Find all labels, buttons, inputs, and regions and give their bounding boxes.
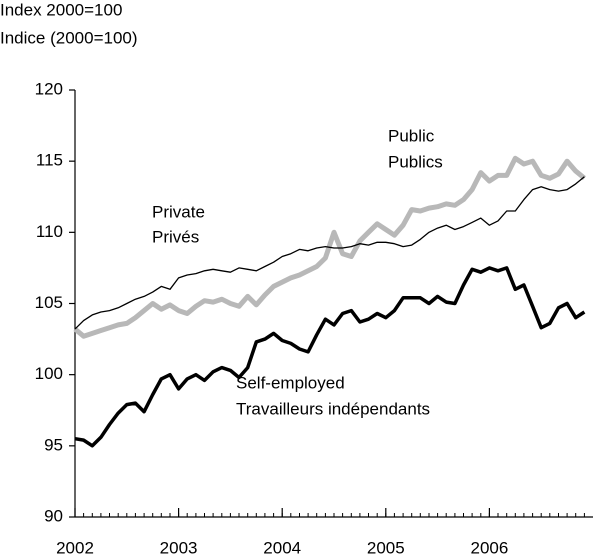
series-line bbox=[73, 155, 586, 339]
y-tick-label: 115 bbox=[36, 151, 63, 170]
annotation: Public bbox=[388, 126, 435, 145]
annotation: Self-employed bbox=[236, 373, 345, 392]
annotation: Publics bbox=[388, 152, 443, 171]
subtitle: Indice (2000=100) bbox=[0, 28, 138, 47]
x-tick-label: 2004 bbox=[263, 538, 301, 557]
y-tick-label: 120 bbox=[35, 79, 63, 98]
subtitle: Index 2000=100 bbox=[0, 0, 122, 19]
series-line bbox=[74, 266, 586, 448]
annotation: Private bbox=[152, 202, 205, 221]
y-tick-label: 105 bbox=[35, 293, 63, 312]
y-tick-label: 90 bbox=[44, 506, 63, 525]
x-tick-label: 2006 bbox=[470, 538, 508, 557]
y-tick-label: 95 bbox=[44, 435, 63, 454]
annotation: Privés bbox=[152, 227, 199, 246]
y-tick-label: 110 bbox=[36, 222, 63, 241]
series-line bbox=[74, 176, 585, 330]
x-tick-label: 2003 bbox=[160, 538, 198, 557]
annotation: Travailleurs indépendants bbox=[236, 399, 430, 418]
x-tick-label: 2005 bbox=[367, 538, 405, 557]
y-tick-label: 100 bbox=[35, 364, 63, 383]
x-tick-label: 2002 bbox=[56, 538, 94, 557]
